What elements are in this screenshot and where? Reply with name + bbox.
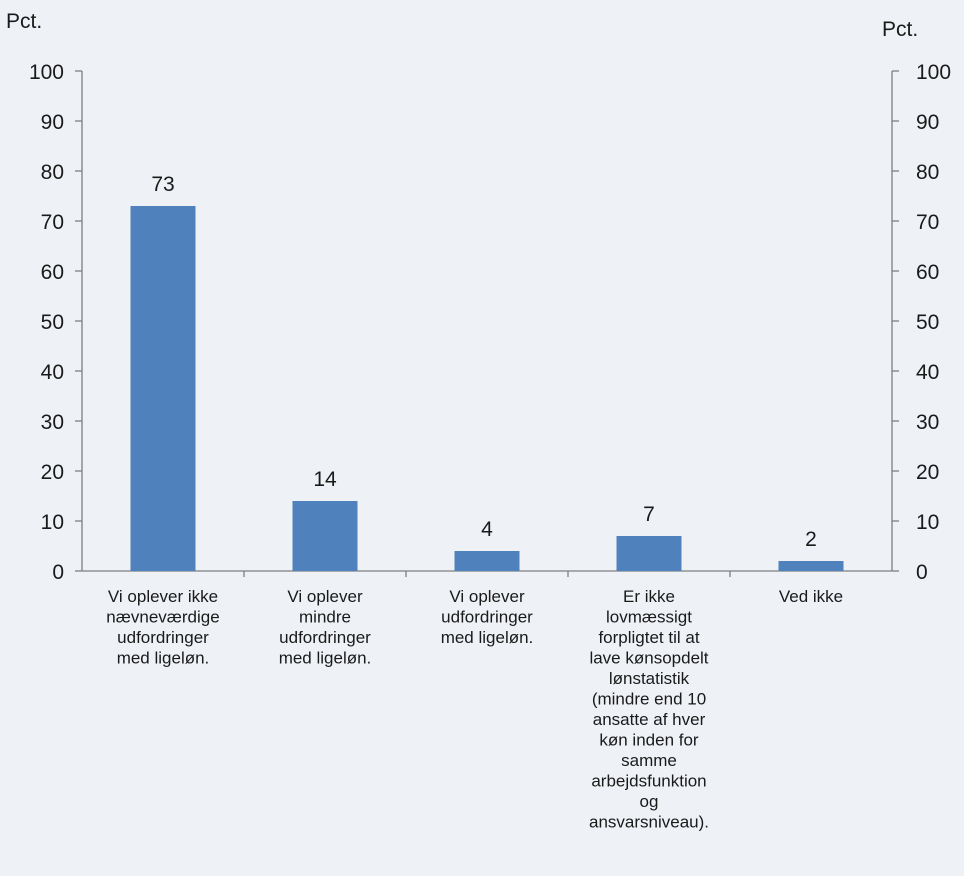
- right-y-tick-label: 0: [916, 561, 928, 584]
- bar-value-label: 7: [643, 503, 655, 526]
- category-label-line: forpligtet til at: [598, 628, 699, 647]
- axes: 0 0 10 10 20 20 30 30 40 40 50 50 60 60 70 70 80 80 90 90 10…: [29, 61, 951, 584]
- category-label-line: Vi oplever: [449, 587, 525, 606]
- category-label-line: samme: [621, 751, 677, 770]
- category-label-line: ansvarsniveau).: [589, 813, 709, 832]
- category-label-line: og: [640, 792, 659, 811]
- right-y-tick-label: 90: [916, 111, 939, 134]
- category-label: Vi oplever udfordringer med ligeløn.: [441, 587, 534, 647]
- bar: [616, 536, 682, 571]
- right-y-tick-label: 40: [916, 361, 939, 384]
- bar-value-label: 2: [805, 528, 817, 551]
- data-labels: 73 14 4 7 2: [151, 173, 817, 551]
- left-y-tick-label: 20: [41, 461, 64, 484]
- right-y-tick-label: 20: [916, 461, 939, 484]
- category-label-line: (mindre end 10: [592, 690, 706, 709]
- bar-value-label: 4: [481, 518, 493, 541]
- left-y-tick-label: 0: [52, 561, 64, 584]
- category-label-line: med ligeløn.: [279, 649, 372, 668]
- left-y-tick-label: 100: [29, 61, 64, 84]
- right-y-tick-label: 100: [916, 61, 951, 84]
- left-y-tick-label: 90: [41, 111, 64, 134]
- left-y-tick-label: 40: [41, 361, 64, 384]
- category-label-line: køn inden for: [599, 731, 699, 750]
- bar: [292, 501, 358, 571]
- left-y-tick-label: 60: [41, 261, 64, 284]
- right-y-tick-label: 60: [916, 261, 939, 284]
- bar-value-label: 14: [313, 468, 337, 491]
- category-label-line: Ved ikke: [779, 587, 843, 606]
- left-y-tick-label: 70: [41, 211, 64, 234]
- category-label-line: Vi oplever: [287, 587, 363, 606]
- right-y-tick-label: 30: [916, 411, 939, 434]
- category-label-line: lønstatistik: [609, 669, 690, 688]
- category-label-line: udfordringer: [279, 628, 371, 647]
- category-label-line: udfordringer: [441, 608, 533, 627]
- category-label: Vi oplever ikke nævneværdige udfordringer m…: [106, 587, 219, 668]
- category-label: Er ikke lovmæssigt forpligtet til at lave k…: [589, 587, 709, 832]
- category-label-line: arbejdsfunktion: [591, 772, 706, 791]
- bars: [130, 206, 844, 571]
- bar: [454, 551, 520, 571]
- bar: [778, 561, 844, 571]
- left-axis-unit-label: Pct.: [6, 10, 42, 33]
- category-label-line: med ligeløn.: [441, 628, 534, 647]
- bar: [130, 206, 196, 571]
- category-label-line: Er ikke: [623, 587, 675, 606]
- right-y-tick-label: 80: [916, 161, 939, 184]
- left-y-tick-label: 30: [41, 411, 64, 434]
- right-axis-unit-label: Pct.: [882, 18, 918, 41]
- left-y-tick-label: 50: [41, 311, 64, 334]
- bar-value-label: 73: [151, 173, 174, 196]
- category-label-line: mindre: [299, 608, 351, 627]
- category-labels: Vi oplever ikke nævneværdige udfordringer m…: [106, 587, 843, 832]
- category-label-line: lovmæssigt: [606, 608, 692, 627]
- right-y-tick-label: 10: [916, 511, 939, 534]
- category-label-line: udfordringer: [117, 628, 209, 647]
- category-label: Vi oplever mindre udfordringer med ligeløn.: [279, 587, 372, 668]
- left-y-tick-label: 80: [41, 161, 64, 184]
- category-label-line: med ligeløn.: [117, 649, 210, 668]
- category-label-line: ansatte af hver: [593, 710, 706, 729]
- category-label-line: nævneværdige: [106, 608, 219, 627]
- left-y-tick-label: 10: [41, 511, 64, 534]
- right-y-tick-label: 50: [916, 311, 939, 334]
- category-label-line: Vi oplever ikke: [108, 587, 218, 606]
- category-label: Ved ikke: [779, 587, 843, 606]
- category-label-line: lave kønsopdelt: [589, 649, 708, 668]
- right-y-tick-label: 70: [916, 211, 939, 234]
